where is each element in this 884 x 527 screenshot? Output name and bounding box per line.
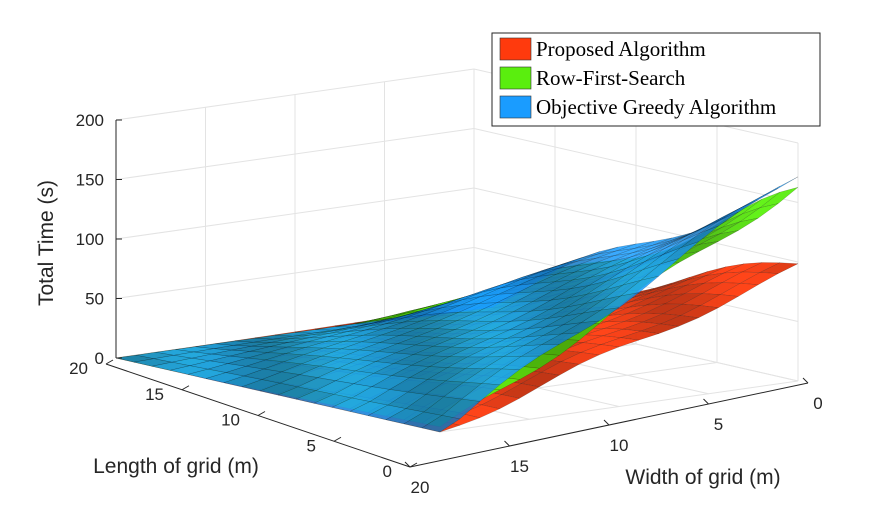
- y-tick-label: 5: [307, 436, 316, 455]
- legend-label: Proposed Algorithm: [536, 37, 706, 61]
- z-tick-label: 150: [76, 171, 104, 190]
- legend-label: Objective Greedy Algorithm: [536, 95, 776, 119]
- surface-objective-greedy-algorithm: [115, 176, 799, 433]
- y-tick-label: 20: [69, 359, 88, 378]
- z-axis-label: Total Time (s): [35, 180, 58, 306]
- surface-patch: [259, 382, 299, 396]
- surface-patch: [277, 386, 317, 400]
- y-axis-label: Length of grid (m): [93, 455, 259, 478]
- y-tick-mark: [333, 436, 342, 442]
- z-tick-label: 50: [85, 290, 104, 309]
- x-tick-mark: [504, 440, 510, 447]
- x-tick-label: 0: [813, 394, 822, 413]
- y-tick-mark: [181, 385, 190, 391]
- surface-patch: [205, 372, 245, 383]
- x-tick-mark: [802, 377, 809, 384]
- x-tick-mark: [603, 419, 610, 426]
- z-tick-label: 200: [76, 111, 104, 130]
- x-tick-label: 20: [411, 478, 430, 497]
- y-tick-mark: [409, 462, 418, 468]
- y-tick-mark: [257, 411, 266, 416]
- legend-box: [491, 32, 821, 127]
- legend-swatch: [499, 95, 532, 119]
- legend-label: Row-First-Search: [536, 66, 686, 90]
- x-tick-label: 10: [610, 436, 629, 455]
- surface-layer: [115, 176, 799, 433]
- y-tick-label: 15: [145, 385, 164, 404]
- surface-patch: [421, 415, 461, 433]
- surface-patch: [367, 404, 407, 420]
- y-tick-label: 10: [221, 411, 240, 430]
- x-tick-label: 15: [510, 457, 529, 476]
- surface-patch: [313, 394, 353, 408]
- legend-swatch: [499, 37, 532, 61]
- z-tick-label: 0: [95, 349, 104, 368]
- surface-patch: [169, 365, 208, 375]
- x-axis-label: Width of grid (m): [625, 466, 780, 489]
- y-tick-mark: [105, 359, 114, 365]
- z-tick-label: 100: [76, 230, 104, 249]
- gridline-floor-length: [439, 380, 799, 433]
- y-tick-label: 0: [383, 462, 392, 481]
- surface-patch: [133, 358, 172, 367]
- x-tick-label: 5: [714, 415, 723, 434]
- legend: Proposed Algorithm Row-First-Search Object…: [491, 32, 821, 127]
- x-tick-mark: [703, 398, 709, 405]
- legend-swatch: [499, 66, 532, 90]
- x-tick-mark: [404, 461, 411, 468]
